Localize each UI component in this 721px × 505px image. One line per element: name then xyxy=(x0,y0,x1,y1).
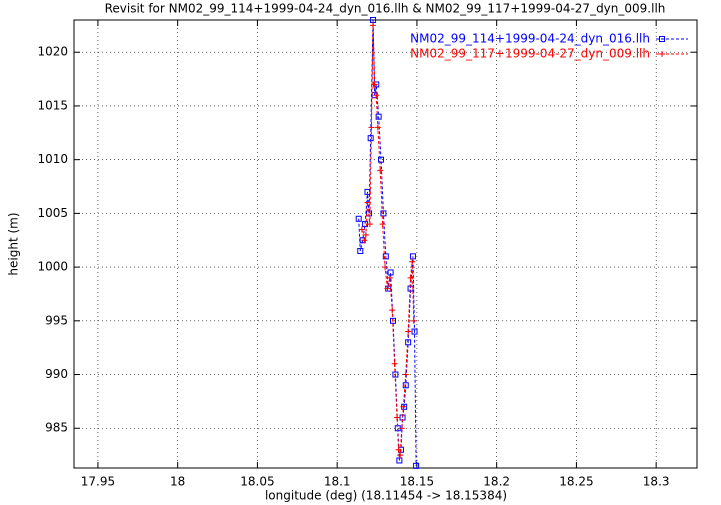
data-point xyxy=(389,307,396,314)
y-tick-label: 1000 xyxy=(37,260,68,274)
data-point xyxy=(358,226,365,233)
y-tick-label: 1005 xyxy=(37,206,68,220)
data-point xyxy=(374,124,381,131)
series-line xyxy=(358,19,417,466)
data-point xyxy=(387,269,394,276)
y-tick-label: 1010 xyxy=(37,152,68,166)
data-point xyxy=(398,425,405,432)
series xyxy=(355,17,420,469)
data-point xyxy=(366,221,373,228)
data-point xyxy=(380,210,387,217)
data-point xyxy=(389,317,396,324)
data-point xyxy=(395,446,402,453)
data-point xyxy=(409,258,416,265)
x-tick-label: 18.2 xyxy=(483,475,510,489)
chart-title: Revisit for NM02_99_114+1999-04-24_dyn_0… xyxy=(105,2,666,16)
x-tick-label: 18.3 xyxy=(643,475,670,489)
legend-label: NM02_99_117+1999-04-27_dyn_009.llh xyxy=(410,47,650,61)
data-point xyxy=(407,274,414,281)
data-point xyxy=(397,452,404,459)
data-point xyxy=(377,167,384,174)
data-point xyxy=(392,371,399,378)
data-point xyxy=(371,81,378,88)
data-point xyxy=(393,414,400,421)
data-point xyxy=(402,382,409,389)
data-point xyxy=(384,285,391,292)
x-tick-label: 18 xyxy=(170,475,185,489)
data-point xyxy=(405,328,412,335)
data-point xyxy=(413,462,420,469)
data-point xyxy=(361,237,368,244)
x-tick-label: 18.25 xyxy=(559,475,593,489)
data-point xyxy=(364,199,371,206)
y-tick-label: 1020 xyxy=(37,45,68,59)
data-point xyxy=(391,360,398,367)
y-tick-label: 995 xyxy=(45,313,68,327)
data-point xyxy=(367,135,374,142)
data-point xyxy=(382,264,389,271)
x-tick-label: 18.15 xyxy=(400,475,434,489)
data-point xyxy=(368,124,375,131)
legend-label: NM02_99_114+1999-04-24_dyn_016.llh xyxy=(410,32,650,46)
data-point xyxy=(375,113,382,120)
data-point xyxy=(379,221,386,228)
data-point xyxy=(411,328,418,335)
x-tick-label: 18.1 xyxy=(324,475,351,489)
data-point xyxy=(400,403,407,410)
legend-marker xyxy=(659,51,665,57)
y-tick-label: 990 xyxy=(45,367,68,381)
data-point xyxy=(378,156,385,163)
data-point xyxy=(357,247,364,254)
legend-marker xyxy=(659,36,665,42)
data-point xyxy=(362,231,369,238)
data-point xyxy=(410,317,417,324)
plot-frame xyxy=(73,19,698,469)
x-axis-label: longitude (deg) (18.11454 -> 18.15384) xyxy=(265,489,507,503)
data-point xyxy=(386,274,393,281)
y-tick-label: 985 xyxy=(45,421,68,435)
data-point xyxy=(396,457,403,464)
data-point xyxy=(402,371,409,378)
x-tick-label: 17.95 xyxy=(81,475,115,489)
data-point xyxy=(373,92,380,99)
data-point xyxy=(409,253,416,260)
series-line xyxy=(361,25,415,456)
x-tick-label: 18.05 xyxy=(240,475,274,489)
y-axis-label: height (m) xyxy=(7,212,21,275)
y-tick-label: 1015 xyxy=(37,98,68,112)
data-point xyxy=(382,253,389,260)
data-point xyxy=(355,215,362,222)
series xyxy=(358,22,417,459)
data-point xyxy=(370,22,377,29)
